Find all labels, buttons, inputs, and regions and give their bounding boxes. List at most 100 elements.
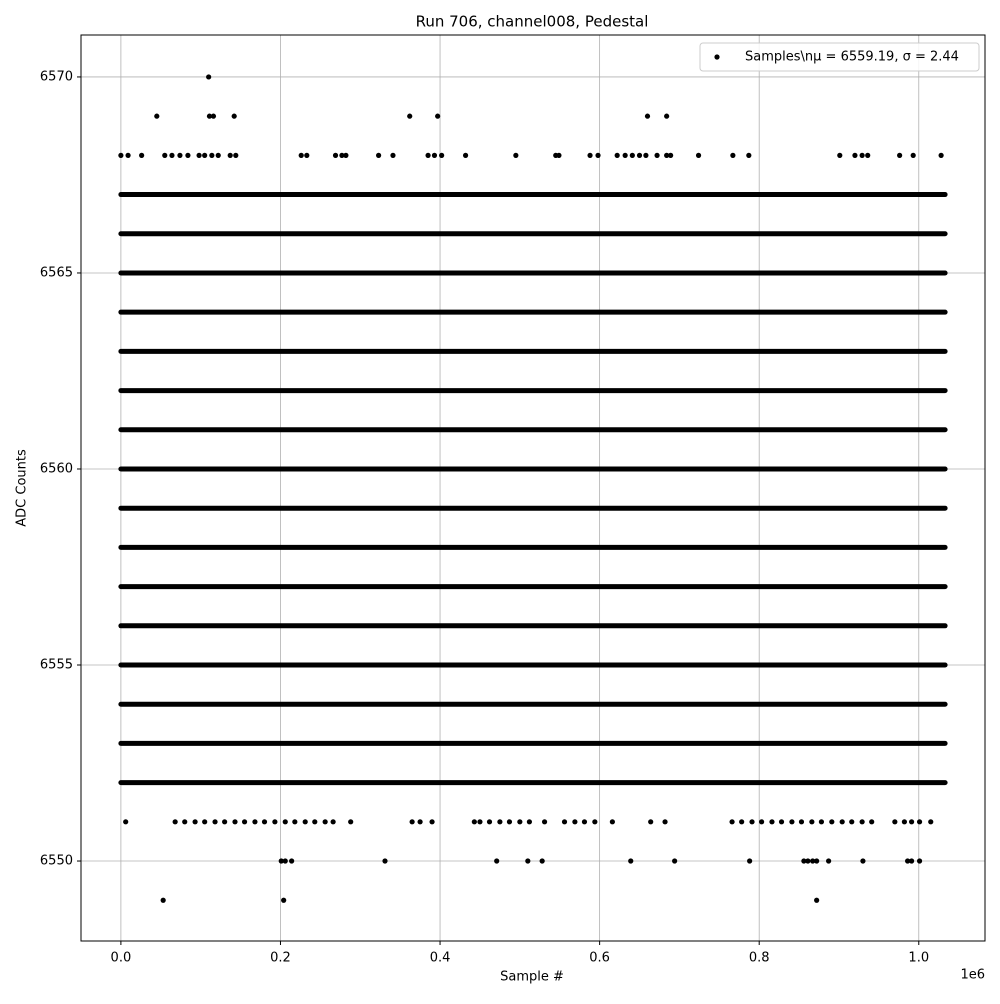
point xyxy=(182,819,188,825)
point xyxy=(609,819,615,825)
point xyxy=(339,152,345,158)
point xyxy=(648,819,654,825)
dense-level xyxy=(118,388,948,394)
point xyxy=(376,152,382,158)
x-tick-label: 1.0 xyxy=(908,951,929,966)
dense-level xyxy=(118,623,948,629)
point xyxy=(629,152,635,158)
point xyxy=(622,152,628,158)
point xyxy=(233,152,239,158)
point xyxy=(539,858,545,864)
point xyxy=(292,819,298,825)
point xyxy=(192,819,198,825)
point xyxy=(390,152,396,158)
point xyxy=(202,819,208,825)
point xyxy=(160,897,166,903)
x-tick-label: 0.0 xyxy=(111,951,132,966)
point xyxy=(814,897,820,903)
y-tick-label: 6550 xyxy=(40,854,73,869)
point xyxy=(407,113,413,119)
point xyxy=(814,858,820,864)
point xyxy=(595,152,601,158)
point xyxy=(202,152,208,158)
point xyxy=(643,152,649,158)
dense-level xyxy=(118,348,948,354)
dense-level xyxy=(118,780,948,786)
point xyxy=(209,152,215,158)
point xyxy=(938,152,944,158)
point xyxy=(837,152,843,158)
point xyxy=(778,819,785,825)
point xyxy=(849,819,855,825)
dense-level xyxy=(118,466,948,472)
point xyxy=(908,819,915,825)
point xyxy=(312,819,318,825)
point xyxy=(123,819,129,825)
point xyxy=(513,152,519,158)
point xyxy=(662,819,668,825)
point xyxy=(304,152,310,158)
legend: Samples\nμ = 6559.19, σ = 2.44 xyxy=(699,42,980,72)
point xyxy=(431,152,438,158)
point xyxy=(177,152,183,158)
point xyxy=(222,819,228,825)
point xyxy=(747,858,753,864)
point xyxy=(322,819,328,825)
point xyxy=(730,152,736,158)
point xyxy=(572,819,578,825)
point xyxy=(506,819,513,825)
point xyxy=(343,152,349,158)
point xyxy=(282,858,288,864)
point xyxy=(852,152,858,158)
dense-level xyxy=(118,544,948,550)
x-tick-label: 0.8 xyxy=(749,951,770,966)
point xyxy=(172,819,178,825)
point xyxy=(526,819,533,825)
dense-level xyxy=(118,270,948,276)
point xyxy=(298,152,304,158)
point xyxy=(206,113,213,119)
point xyxy=(916,858,923,864)
point xyxy=(749,819,755,825)
point xyxy=(556,152,562,158)
point xyxy=(169,152,175,158)
point xyxy=(897,152,903,158)
legend-box xyxy=(699,42,980,72)
point xyxy=(901,819,908,825)
y-axis-label: ADC Counts xyxy=(15,449,30,527)
point xyxy=(435,113,441,119)
point xyxy=(892,819,898,825)
point xyxy=(348,819,354,825)
point xyxy=(429,819,435,825)
point xyxy=(592,819,598,825)
point xyxy=(758,819,765,825)
point xyxy=(471,819,477,825)
point xyxy=(462,152,469,158)
point xyxy=(425,152,431,158)
dense-level xyxy=(118,701,948,707)
point xyxy=(227,152,233,158)
point xyxy=(409,819,415,825)
dense-level xyxy=(118,427,948,433)
point xyxy=(125,152,131,158)
point xyxy=(865,152,871,158)
point xyxy=(789,819,795,825)
point xyxy=(805,858,811,864)
y-tick-label: 6565 xyxy=(40,265,73,280)
point xyxy=(252,819,258,825)
point xyxy=(839,819,845,825)
dense-level xyxy=(118,584,948,590)
point xyxy=(636,152,643,158)
plot-frame xyxy=(80,34,986,942)
point xyxy=(928,819,934,825)
legend-label: Samples\nμ = 6559.19, σ = 2.44 xyxy=(745,50,959,65)
point xyxy=(818,819,825,825)
point xyxy=(729,819,735,825)
point xyxy=(769,819,775,825)
point xyxy=(746,152,752,158)
point xyxy=(494,858,500,864)
y-tick-label: 6560 xyxy=(40,461,73,476)
point xyxy=(664,152,670,158)
x-axis-label: Sample # xyxy=(500,970,564,985)
